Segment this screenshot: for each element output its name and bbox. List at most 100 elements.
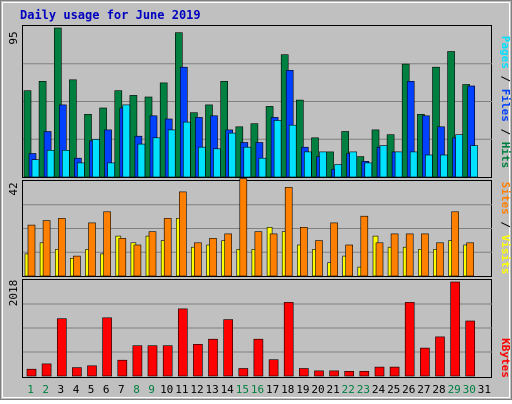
hits-pages-bar-day-14 — [228, 132, 236, 178]
kbytes-kbytes-bar-day-25 — [389, 366, 400, 377]
hits-pages-bar-day-16 — [258, 157, 267, 178]
hits-pages-bar-day-29 — [455, 134, 463, 178]
legend-hits: Hits — [499, 142, 512, 169]
x-label-day-8: 8 — [133, 383, 140, 396]
visits-sites-bar-day-5 — [88, 222, 96, 277]
chart-frame-inner — [2, 2, 510, 398]
x-label-day-2: 2 — [42, 383, 49, 396]
x-label-day-1: 1 — [27, 383, 34, 396]
hits-pages-bar-day-21 — [334, 164, 342, 178]
kbytes-kbytes-bar-day-13 — [208, 338, 218, 377]
hits-pages-bar-day-28 — [440, 154, 448, 178]
visits-sites-bar-day-20 — [315, 240, 323, 277]
hits-pages-bar-day-18 — [288, 124, 297, 178]
kbytes-kbytes-bar-day-17 — [268, 359, 279, 377]
hits-pages-bar-day-24 — [379, 145, 388, 178]
visits-sites-bar-day-28 — [436, 242, 444, 277]
visits-sites-bar-day-25 — [390, 233, 399, 277]
hits-pages-bar-day-9 — [152, 137, 161, 178]
x-label-day-9: 9 — [148, 383, 155, 396]
kbytes-kbytes-bar-day-20 — [314, 370, 324, 377]
kbytes-kbytes-bar-day-22 — [344, 370, 355, 377]
hits-pages-bar-day-6 — [107, 162, 115, 178]
kbytes-kbytes-bar-day-10 — [162, 345, 173, 377]
visits-sites-bar-day-14 — [224, 233, 232, 277]
kbytes-kbytes-bar-day-1 — [26, 368, 37, 377]
hits-pages-bar-day-11 — [183, 121, 191, 178]
legend-sep-1: / — [499, 69, 512, 89]
kbytes-ymax-label: 2018 — [7, 280, 20, 307]
legend-files: Files — [499, 89, 512, 122]
x-label-day-31: 31 — [478, 383, 491, 396]
kbytes-kbytes-bar-day-18 — [283, 302, 294, 377]
chart-title: Daily usage for June 2019 — [20, 8, 201, 22]
visits-ymax-label: 42 — [7, 182, 20, 195]
visits-sites-bar-day-21 — [330, 222, 338, 277]
legend-sep-2: / — [499, 122, 512, 142]
x-label-day-5: 5 — [88, 383, 95, 396]
hits-pages-bar-day-4 — [77, 162, 85, 178]
x-label-day-28: 28 — [432, 383, 445, 396]
kbytes-kbytes-bar-day-6 — [102, 317, 112, 377]
hits-hits-bar-day-14 — [220, 81, 228, 178]
kbytes-kbytes-bar-day-27 — [420, 347, 430, 377]
hits-pages-bar-day-8 — [137, 143, 146, 178]
visits-sites-bar-day-8 — [133, 244, 142, 277]
hits-hits-bar-day-3 — [53, 27, 62, 178]
x-label-day-16: 16 — [251, 383, 264, 396]
kbytes-panel-legend: KBytes — [499, 338, 512, 378]
x-label-day-21: 21 — [326, 383, 339, 396]
bar-marks — [23, 27, 479, 377]
legend-sep-3: / — [499, 215, 512, 235]
visits-sites-bar-day-11 — [179, 191, 187, 277]
visits-sites-bar-day-16 — [254, 231, 263, 277]
x-label-day-22: 22 — [342, 383, 355, 396]
kbytes-kbytes-bar-day-15 — [238, 368, 249, 377]
hits-pages-bar-day-23 — [364, 162, 373, 178]
x-label-day-11: 11 — [175, 383, 188, 396]
x-label-day-18: 18 — [281, 383, 294, 396]
hits-pages-bar-day-2 — [46, 150, 55, 178]
visits-sites-bar-day-4 — [73, 255, 81, 277]
visits-sites-bar-day-6 — [103, 211, 111, 277]
hits-pages-bar-day-17 — [273, 120, 282, 178]
x-label-day-23: 23 — [357, 383, 370, 396]
x-label-day-7: 7 — [118, 383, 125, 396]
hits-pages-bar-day-5 — [92, 139, 100, 178]
kbytes-kbytes-bar-day-29 — [450, 281, 460, 377]
kbytes-kbytes-bar-day-9 — [147, 345, 158, 377]
hits-pages-bar-day-1 — [31, 159, 40, 178]
kbytes-kbytes-bar-day-26 — [404, 302, 415, 377]
x-label-day-3: 3 — [57, 383, 64, 396]
kbytes-kbytes-bar-day-4 — [72, 367, 82, 377]
x-label-day-4: 4 — [73, 383, 80, 396]
x-label-day-13: 13 — [205, 383, 218, 396]
hits-pages-bar-day-7 — [122, 104, 131, 178]
kbytes-kbytes-bar-day-2 — [41, 363, 52, 377]
kbytes-kbytes-bar-day-8 — [132, 345, 143, 377]
x-label-day-29: 29 — [448, 383, 461, 396]
legend-visits: Visits — [499, 235, 512, 275]
x-label-day-6: 6 — [103, 383, 110, 396]
visits-sites-bar-day-27 — [421, 233, 429, 277]
x-label-day-10: 10 — [160, 383, 173, 396]
x-label-day-25: 25 — [387, 383, 400, 396]
kbytes-kbytes-bar-day-30 — [465, 320, 476, 377]
x-label-day-19: 19 — [296, 383, 309, 396]
legend-kbytes: KBytes — [499, 338, 512, 378]
kbytes-kbytes-bar-day-16 — [253, 338, 264, 377]
visits-sites-bar-day-13 — [209, 238, 217, 277]
hits-hits-bar-day-2 — [38, 81, 47, 178]
hits-pages-bar-day-25 — [394, 151, 403, 178]
visits-sites-bar-day-29 — [451, 211, 459, 277]
visits-sites-bar-day-26 — [405, 233, 414, 277]
x-axis-labels: 1 2 3 4 5 6 7 8 9 10 11 12 13 14 15 16 17 18 19 20 21 22 23 24 2… — [27, 383, 491, 396]
x-label-day-12: 12 — [190, 383, 203, 396]
visits-sites-bar-day-12 — [194, 242, 202, 277]
visits-sites-bar-day-7 — [118, 238, 127, 277]
x-label-day-20: 20 — [311, 383, 324, 396]
kbytes-kbytes-bar-day-28 — [435, 336, 445, 377]
visits-sites-bar-day-18 — [284, 187, 293, 277]
hits-hits-bar-day-28 — [432, 66, 440, 178]
